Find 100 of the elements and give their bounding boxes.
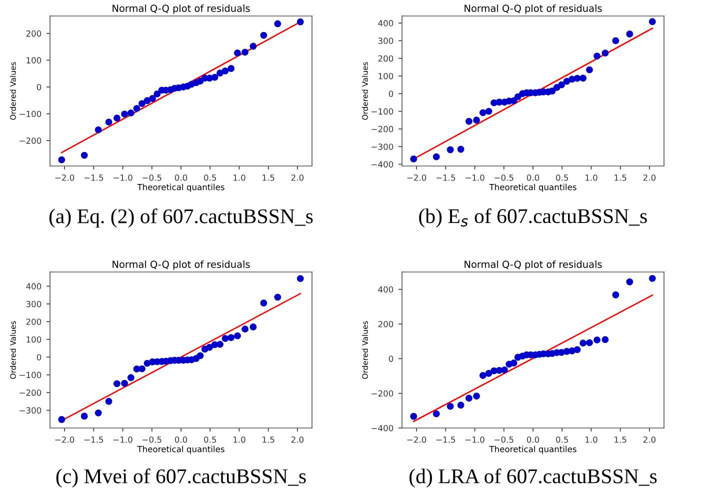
text: (c) Mvei of 607.cactuBSSN_s	[56, 468, 306, 488]
y-tick-label: −200	[372, 126, 394, 132]
x-axis-title: Theoretical quantiles	[137, 446, 224, 454]
point	[602, 336, 609, 344]
y-tick-label: −400	[372, 161, 394, 168]
x-tick-label: 1.0	[234, 174, 246, 181]
point	[446, 402, 454, 410]
point	[553, 84, 560, 91]
point	[580, 74, 587, 82]
y-tick-label: 0	[388, 90, 394, 97]
x-tick-label: 0.0	[174, 436, 188, 443]
point	[121, 110, 128, 118]
y-tick-label: −300	[372, 144, 394, 150]
point	[514, 93, 522, 100]
point	[510, 97, 518, 104]
point	[206, 74, 213, 82]
x-tick-label: −1.0	[466, 436, 484, 443]
point	[274, 294, 282, 301]
point	[473, 116, 480, 124]
y-tick-label: 400	[378, 20, 394, 26]
point	[211, 74, 218, 81]
point	[432, 153, 440, 160]
point	[228, 334, 235, 342]
x-tick-label: 2.0	[291, 174, 304, 181]
x-tick-label: 0.0	[526, 436, 540, 443]
y-tick-label: 300	[26, 300, 42, 308]
point	[206, 344, 213, 351]
point	[250, 323, 257, 330]
point	[574, 346, 581, 354]
x-tick-label: 1.0	[586, 174, 598, 181]
point	[465, 118, 472, 125]
point	[594, 336, 601, 344]
x-tick-label: −0.5	[494, 174, 514, 181]
y-tick-label: −200	[20, 138, 42, 144]
x-tick-label: −2.0	[407, 436, 426, 443]
y-tick-label: 100	[378, 72, 394, 80]
x-tick-label: 1.5	[262, 174, 274, 181]
point	[648, 274, 656, 282]
y-tick-label: 200	[26, 30, 42, 37]
point	[457, 146, 464, 153]
chart-title: Normal Q-Q plot of residuals	[112, 260, 250, 270]
point	[222, 335, 229, 342]
point	[234, 332, 241, 340]
point	[94, 409, 102, 416]
x-tick-label: 1.5	[614, 174, 626, 181]
point	[127, 109, 134, 116]
point	[196, 78, 204, 85]
y-tick-label: 100	[26, 336, 42, 343]
point	[568, 347, 576, 354]
y-tick-label: −100	[372, 108, 394, 115]
point	[410, 155, 418, 162]
point	[242, 326, 249, 333]
point	[490, 99, 498, 106]
point	[260, 32, 268, 39]
point	[80, 412, 88, 420]
point	[250, 42, 257, 50]
y-tick-label: −200	[20, 390, 42, 396]
point	[558, 348, 565, 356]
y-tick-label: −400	[372, 424, 394, 432]
x-tick-label: −2.0	[55, 174, 74, 181]
y-tick-label: 0	[36, 84, 42, 90]
x-axis-title: Theoretical quantiles	[489, 446, 576, 454]
x-tick-label: 1.0	[586, 436, 598, 443]
point	[485, 108, 492, 115]
x-tick-label: 2.0	[291, 436, 304, 443]
x-tick-label: 2.0	[643, 436, 656, 443]
x-tick-label: 0.0	[174, 174, 188, 181]
y-tick-label: 200	[378, 55, 394, 62]
x-tick-label: −1.5	[436, 436, 456, 443]
x-tick-label: −1.5	[84, 174, 104, 181]
x-tick-label: 0.5	[556, 436, 568, 443]
point	[479, 109, 486, 116]
point	[648, 18, 656, 26]
x-tick-label: 0.5	[204, 174, 216, 181]
point	[133, 104, 140, 112]
point	[586, 339, 593, 346]
y-tick-label: 200	[26, 318, 42, 325]
point	[58, 156, 66, 164]
point	[626, 278, 634, 286]
point	[580, 340, 587, 347]
point	[586, 66, 593, 74]
x-axis-title: Theoretical quantiles	[137, 184, 224, 192]
y-tick-label: −300	[20, 407, 42, 414]
point	[196, 352, 204, 360]
x-tick-label: −0.5	[142, 174, 162, 181]
y-tick-label: 400	[26, 283, 42, 290]
point	[138, 365, 146, 372]
point	[138, 100, 146, 108]
point	[465, 394, 472, 402]
point	[602, 50, 609, 57]
point	[94, 126, 102, 134]
y-tick-label: 200	[378, 320, 394, 328]
point	[574, 74, 581, 82]
point	[154, 90, 161, 98]
x-tick-label: 0.5	[556, 174, 568, 181]
x-tick-label: −1.0	[466, 174, 484, 181]
point	[446, 146, 454, 154]
point	[105, 118, 112, 126]
point	[113, 380, 120, 388]
point	[568, 76, 576, 83]
